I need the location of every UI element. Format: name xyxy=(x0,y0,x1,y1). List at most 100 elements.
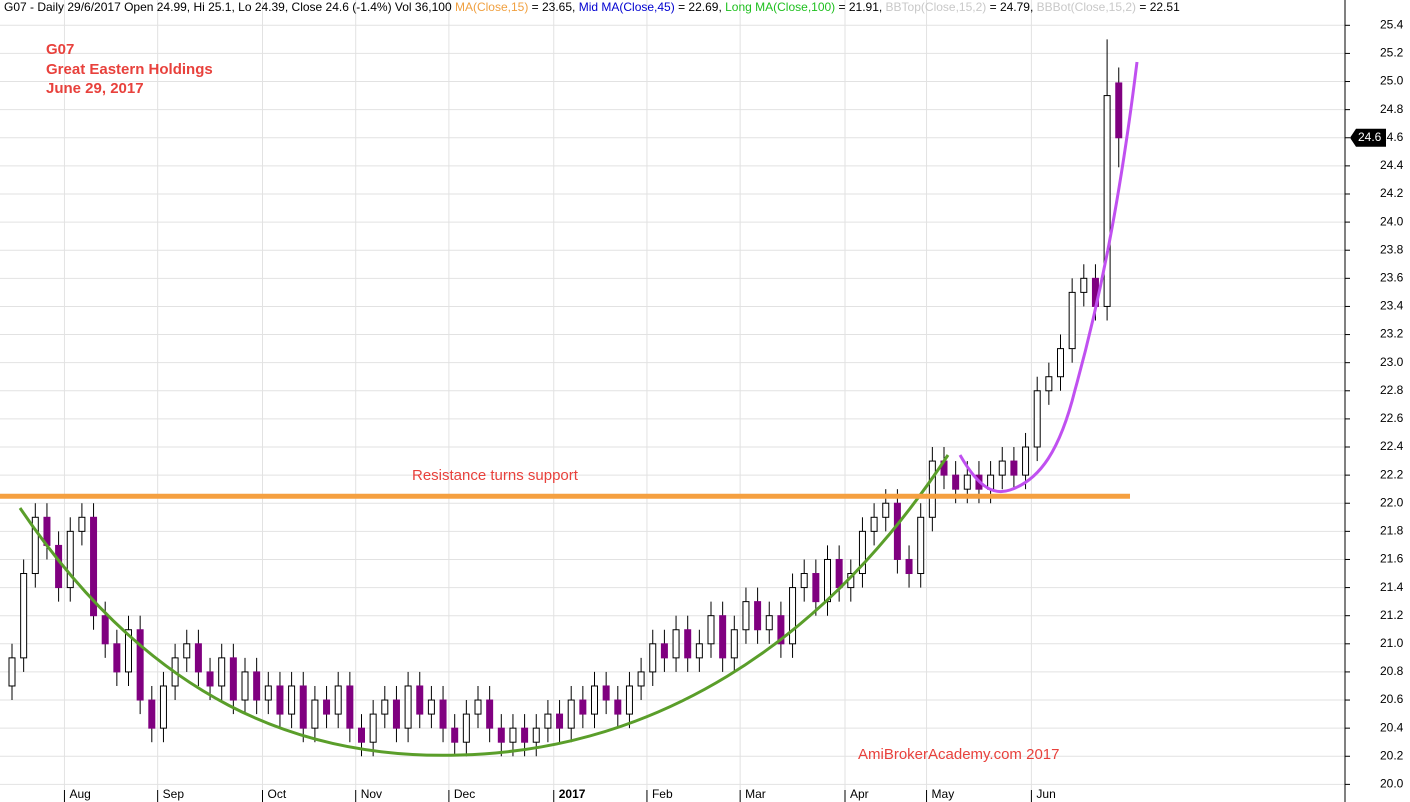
candle-body xyxy=(78,516,86,532)
header-part: MA(Close,15) xyxy=(455,0,528,14)
resistance-text: Resistance turns support xyxy=(412,467,579,484)
candle-body xyxy=(684,629,692,659)
cup-curve xyxy=(18,454,950,757)
candle-body xyxy=(427,699,435,715)
candle-body xyxy=(311,699,319,729)
x-tick-label: 2017 xyxy=(559,787,586,801)
candle-body xyxy=(288,685,296,715)
candle-body xyxy=(672,629,680,659)
header-part: Long MA(Close,100) xyxy=(725,0,835,14)
candle-body xyxy=(777,615,785,645)
x-tick-label: Apr xyxy=(850,787,869,801)
x-tick-label: Mar xyxy=(745,787,766,801)
y-tick-label: 21.8 xyxy=(1380,524,1404,538)
header-part: Mid MA(Close,45) xyxy=(579,0,675,14)
y-tick-label: 23.0 xyxy=(1380,355,1404,369)
candle-body xyxy=(695,643,703,659)
candle-body xyxy=(381,699,389,715)
y-tick-label: 23.4 xyxy=(1380,299,1404,313)
candle-body xyxy=(276,685,284,715)
header-part: BBTop(Close,15,2) xyxy=(886,0,987,14)
candle-body xyxy=(358,727,365,743)
candle-body xyxy=(451,727,459,743)
y-tick-label: 23.6 xyxy=(1380,270,1404,284)
y-tick-label: 22.4 xyxy=(1380,439,1404,453)
header-part: = 24.79, xyxy=(986,0,1036,14)
candle-body xyxy=(812,573,820,603)
y-tick-label: 21.0 xyxy=(1380,636,1404,650)
candle-body xyxy=(952,474,960,490)
candle-body xyxy=(253,671,261,701)
candle-body xyxy=(66,530,74,589)
candle-body xyxy=(20,573,28,659)
candle-body xyxy=(719,615,727,659)
candle-body xyxy=(905,558,913,575)
x-tick-label: Nov xyxy=(361,787,382,801)
y-tick-label: 24.0 xyxy=(1380,214,1404,228)
candle-body xyxy=(660,643,668,659)
header-part: BBBot(Close,15,2) xyxy=(1037,0,1136,14)
candle-body xyxy=(1033,390,1041,448)
candle-body xyxy=(824,558,831,603)
candle-body xyxy=(532,727,540,743)
candle-body xyxy=(870,516,878,532)
candle-body xyxy=(218,657,226,687)
candle-body xyxy=(148,699,156,729)
candle-body xyxy=(625,685,633,715)
y-tick-label: 22.6 xyxy=(1380,411,1404,425)
header-part: = 23.65, xyxy=(528,0,578,14)
candle-body xyxy=(637,671,645,687)
candle-body xyxy=(206,671,214,687)
candle-body xyxy=(556,713,564,729)
y-tick-label: 23.8 xyxy=(1380,242,1404,256)
candle-body xyxy=(183,643,191,659)
candle-body xyxy=(730,629,738,659)
candle-body xyxy=(998,460,1006,476)
symbol: G07 xyxy=(46,41,74,58)
candle-body xyxy=(858,530,866,575)
x-tick-label: Feb xyxy=(652,787,673,801)
candle-body xyxy=(241,671,249,701)
candle-body xyxy=(474,699,482,715)
candle-body xyxy=(159,685,167,729)
candle-body xyxy=(439,699,447,729)
watermark: AmiBrokerAcademy.com 2017 xyxy=(858,746,1059,763)
x-tick-label: Dec xyxy=(454,787,475,801)
candle-body xyxy=(31,516,39,575)
y-tick-label: 22.0 xyxy=(1380,495,1404,509)
candle-body xyxy=(521,727,529,743)
candle-body xyxy=(113,643,121,673)
header-part: = 21.91, xyxy=(835,0,885,14)
candle-body xyxy=(404,685,412,729)
candle-body xyxy=(136,629,144,701)
y-tick-label: 21.4 xyxy=(1380,580,1404,594)
candle-body xyxy=(1115,82,1123,139)
candle-body xyxy=(392,699,400,729)
candle-body xyxy=(800,573,808,589)
x-tick-label: Jun xyxy=(1036,787,1055,801)
candle-body xyxy=(8,657,16,687)
candle-body xyxy=(101,615,109,645)
y-tick-label: 23.2 xyxy=(1380,327,1404,341)
candle-body xyxy=(323,699,331,715)
x-tick-label: Aug xyxy=(69,787,90,801)
candle-body xyxy=(742,601,750,631)
candle-body xyxy=(614,699,622,715)
header-part: G07 - Daily 29/6/2017 Open 24.99, Hi 25.… xyxy=(4,0,455,14)
candle-body xyxy=(90,516,98,617)
y-tick-label: 22.8 xyxy=(1380,383,1404,397)
y-tick-label: 24.2 xyxy=(1380,186,1404,200)
candle-body xyxy=(416,685,424,715)
y-tick-label: 20.4 xyxy=(1380,720,1404,734)
y-tick-label: 25.0 xyxy=(1380,74,1404,88)
candle-body xyxy=(789,587,797,645)
date: June 29, 2017 xyxy=(46,80,144,97)
candle-body xyxy=(55,544,63,589)
last-price-label: 24.6 xyxy=(1358,130,1382,144)
candle-body xyxy=(765,615,773,631)
candle-body xyxy=(928,460,936,518)
y-tick-label: 21.6 xyxy=(1380,552,1404,566)
candle-body xyxy=(497,727,505,743)
candle-body xyxy=(1080,277,1088,293)
company: Great Eastern Holdings xyxy=(46,61,213,78)
